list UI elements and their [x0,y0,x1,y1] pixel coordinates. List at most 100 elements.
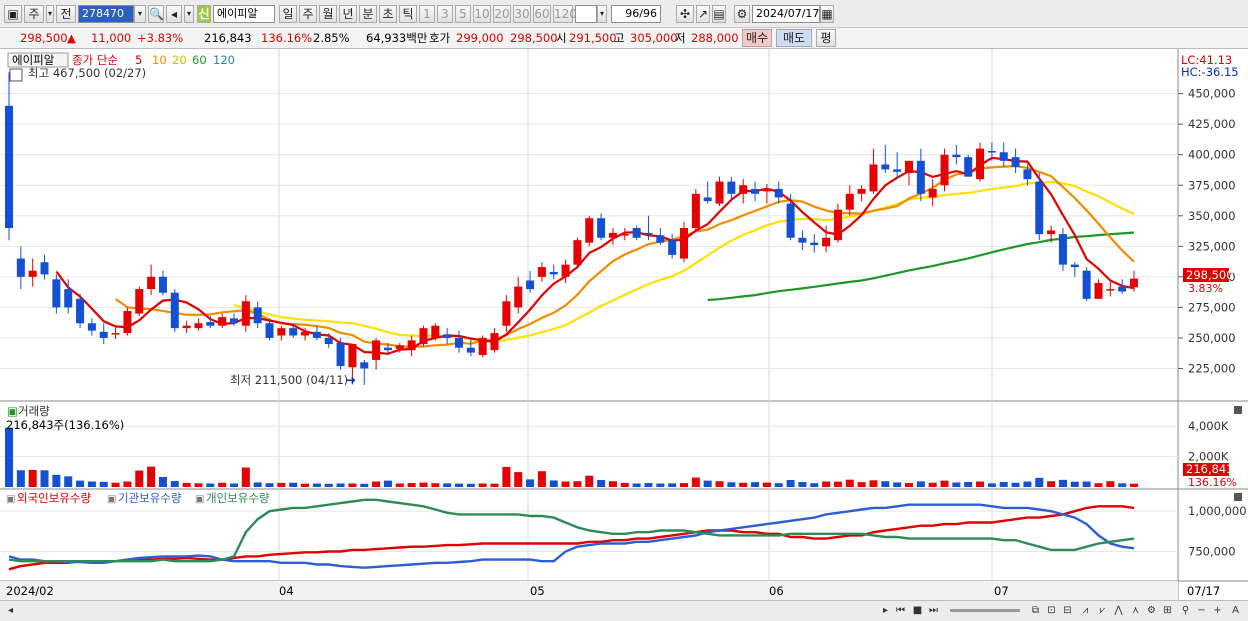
zoom-out-icon[interactable]: − [1197,605,1206,616]
zoom-slider[interactable] [950,609,1020,612]
minute-120-button[interactable]: 120 [553,5,577,23]
first-page-icon[interactable]: ⏮ [896,605,905,616]
trend-icon[interactable]: ⩗ [1099,605,1106,616]
volume-bar [703,480,712,487]
volume-bar [301,483,310,487]
candle-body [561,264,570,277]
layers-icon[interactable]: ⊞ [1163,605,1172,616]
prev-button[interactable]: 전 [56,5,76,23]
max-price-annotation: 최고 467,500 (02/27) [28,66,146,80]
period-week-button[interactable]: 주 [299,5,317,23]
period-year-button[interactable]: 년 [339,5,357,23]
draw-line-icon[interactable]: ↗ [696,5,710,23]
candle [608,228,617,246]
candle-body [1035,181,1044,235]
minute-1-button[interactable]: 1 [419,5,435,23]
minute-3-button[interactable]: 3 [437,5,453,23]
volume-bar [407,483,416,487]
speaker-dropdown-icon[interactable]: ▾ [184,5,194,23]
volume-bar [751,482,760,487]
candle [561,259,570,283]
zoom-in-icon[interactable]: + [1213,605,1222,616]
gear-icon[interactable]: ⚙ [734,5,750,23]
minute-30-button[interactable]: 30 [513,5,531,23]
candle-body [289,328,298,336]
auto-scale-icon[interactable]: A [1232,605,1239,616]
candle [668,234,677,259]
layout-icon[interactable]: ▣ [4,5,22,23]
eval-button[interactable]: 평 [816,29,836,47]
sell-button[interactable]: 매도 [776,29,812,47]
candle [976,142,985,182]
custom-period-dropdown-icon[interactable]: ▾ [597,5,607,23]
candle [1106,281,1115,297]
table-icon[interactable] [9,68,23,82]
candle [916,148,925,202]
period-month-button[interactable]: 월 [319,5,337,23]
candle [833,203,842,243]
save-icon[interactable]: ▤ [712,5,726,23]
volume-bar [810,483,819,487]
period-tick-button[interactable]: 틱 [399,5,417,23]
pattern-icon[interactable]: ⋏ [1131,605,1140,616]
minute-10-button[interactable]: 10 [473,5,491,23]
type-dropdown-icon[interactable]: ▾ [46,5,54,23]
open-label: 시 [556,31,567,45]
volume-bar [1047,481,1056,487]
custom-period-input[interactable] [575,5,597,23]
search-icon[interactable]: 🔍 [148,5,164,23]
settings-small-icon[interactable]: ⚙ [1147,605,1156,616]
volume-bar [1070,481,1079,487]
chart-area[interactable]: 225,000250,000275,000300,000325,000350,0… [0,49,1248,600]
type-select[interactable]: 주 [24,5,44,23]
chart-background [0,49,1248,600]
minute-20-button[interactable]: 20 [493,5,511,23]
legend-institution: 기관보유수량 [118,491,182,505]
copy-icon[interactable]: ⧉ [1031,605,1040,616]
compare-icon[interactable]: ⋀ [1114,605,1123,616]
minute-60-button[interactable]: 60 [533,5,551,23]
volume-bar [76,480,85,487]
minute-5-button[interactable]: 5 [455,5,471,23]
buy-button[interactable]: 매수 [742,29,772,47]
volume-bar [739,482,748,487]
period-second-button[interactable]: 초 [379,5,397,23]
volume-panel-close-icon[interactable] [1234,406,1242,414]
tile-icon[interactable]: ⊟ [1063,605,1072,616]
candle-body [147,276,156,290]
candle [158,270,167,296]
top-toolbar: ▣ 주 ▾ 전 278470 ▾ 🔍 ◂ ▾ 신 에이피알 일 주 월 년 분 … [0,0,1248,28]
date-input[interactable]: 2024/07/17 [752,5,820,23]
scroll-right-icon[interactable]: ▸ [882,605,889,616]
volume-bar [987,483,996,487]
candle [1023,164,1032,186]
period-day-button[interactable]: 일 [279,5,297,23]
candle [301,328,310,341]
stock-code-input[interactable]: 278470 [78,5,134,23]
candle-body [1070,264,1079,268]
zoom-icon[interactable]: ⚲ [1181,605,1190,616]
volume-bar [833,481,842,487]
volume-bar [490,483,499,487]
volume-bar [537,471,546,487]
volume-bar [265,483,274,487]
time-label-may: 05 [530,584,545,598]
indicator-icon[interactable]: ⩘ [1082,605,1089,616]
stop-icon[interactable]: ■ [912,605,923,616]
price-tick-label: 225,000 [1188,361,1236,375]
holdings-panel-close-icon[interactable] [1234,493,1242,501]
stock-name-field[interactable]: 에이피알 [213,5,275,23]
window-icon[interactable]: ⊡ [1047,605,1056,616]
legend-individual-icon: ▣ [195,494,204,505]
calendar-icon[interactable]: ▦ [820,5,834,23]
up-arrow-icon: ▲ [67,31,76,45]
period-minute-button[interactable]: 분 [359,5,377,23]
crosshair-icon[interactable]: ✣ [676,5,694,23]
last-page-icon[interactable]: ⏭ [929,605,938,616]
scroll-left-icon[interactable]: ◂ [7,605,14,616]
code-dropdown-icon[interactable]: ▾ [134,5,146,23]
count-field[interactable]: 96/96 [611,5,661,23]
speaker-icon[interactable]: ◂ [166,5,182,23]
candle-body [608,232,617,238]
volume-bar [656,483,665,487]
